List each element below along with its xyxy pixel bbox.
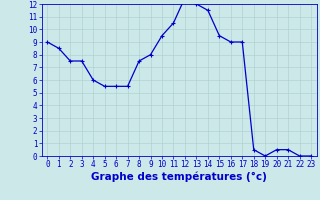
X-axis label: Graphe des températures (°c): Graphe des températures (°c) [91, 172, 267, 182]
